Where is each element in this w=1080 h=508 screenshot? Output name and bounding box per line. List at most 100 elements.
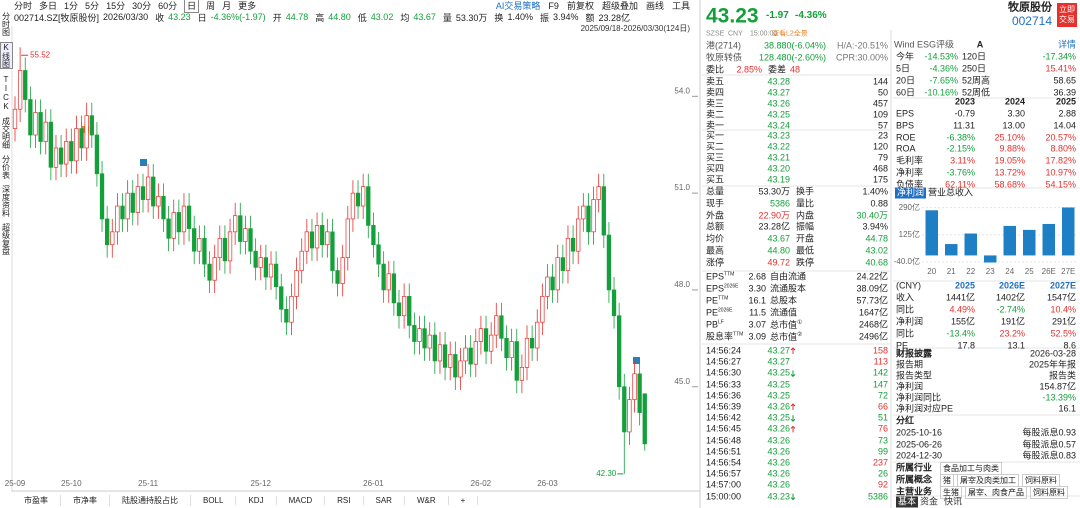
indicator-tab[interactable]: + bbox=[449, 495, 479, 505]
sidebar-tab[interactable]: 分时图 bbox=[1, 12, 11, 36]
candle-body bbox=[58, 147, 64, 165]
indicator-tab[interactable]: MACD bbox=[277, 495, 326, 505]
tag[interactable]: 饲料原料 bbox=[1030, 485, 1068, 499]
label: 卖五 bbox=[706, 76, 725, 87]
sidebar: 分时图 K线图 TICK 成交明细分价表深度资料超级复盘 bbox=[0, 12, 13, 255]
indicator-tab[interactable]: KDJ bbox=[236, 495, 277, 505]
label: 13.1 bbox=[1007, 340, 1025, 351]
label: 23 bbox=[877, 130, 888, 141]
bar bbox=[1062, 207, 1075, 256]
indicator-tab[interactable]: SAR bbox=[364, 495, 405, 505]
label: 43.25 bbox=[767, 390, 790, 401]
indicator-tab[interactable]: W&R bbox=[405, 495, 449, 505]
label: 跌停 bbox=[796, 257, 815, 268]
candle-body bbox=[17, 70, 23, 110]
tool-button[interactable]: AI交易策略 bbox=[495, 1, 541, 11]
label: 120日 bbox=[962, 51, 987, 62]
period-button[interactable]: 1分 bbox=[64, 1, 79, 11]
label: -13.4% bbox=[946, 328, 975, 339]
period-button[interactable]: 周 bbox=[206, 1, 216, 11]
candle-body bbox=[627, 399, 632, 433]
event-marker[interactable] bbox=[633, 357, 640, 364]
candle-body bbox=[611, 289, 617, 317]
x-tick-label: 23 bbox=[986, 267, 995, 276]
label: 43.26 bbox=[767, 446, 790, 457]
label: 5386 bbox=[867, 491, 888, 502]
period-button[interactable]: 月 bbox=[222, 1, 232, 11]
label: 3.30 bbox=[1007, 108, 1025, 119]
label: 5日 bbox=[896, 63, 911, 74]
sidebar-tab[interactable]: 深度资料 bbox=[1, 185, 11, 217]
candle-body bbox=[309, 231, 315, 249]
tool-button[interactable]: 超级叠加 bbox=[601, 1, 638, 11]
label: 所属行业 bbox=[896, 462, 933, 473]
label: 43.27 bbox=[767, 345, 790, 356]
label: 40.68 bbox=[865, 257, 888, 268]
candle-body bbox=[524, 337, 530, 368]
label: 17.8 bbox=[957, 340, 975, 351]
indicator-tabs: 市盈率 市净率 陆股通持股占比 BOLL KDJ MACD RSI SAR W&R + bbox=[12, 493, 479, 507]
sidebar-tab[interactable]: 成交明细 bbox=[1, 117, 11, 149]
tool-button[interactable]: 工具 bbox=[671, 1, 690, 11]
candle-body bbox=[99, 173, 105, 220]
indicator-tab[interactable]: RSI bbox=[325, 495, 364, 505]
label: 175 bbox=[872, 174, 888, 185]
label: 2025 bbox=[1055, 96, 1076, 107]
panel-tab[interactable]: 快讯 bbox=[944, 496, 963, 507]
label: 总量 bbox=[706, 186, 725, 197]
label: PE2026E bbox=[706, 307, 733, 318]
label: 191亿 bbox=[1000, 316, 1025, 327]
label: 43.26 bbox=[767, 98, 790, 109]
candle-body bbox=[504, 337, 509, 359]
candle-body bbox=[89, 115, 94, 136]
label: -10.16% bbox=[924, 87, 958, 98]
candle-body bbox=[273, 263, 279, 288]
label: 买五 bbox=[706, 174, 725, 185]
label: 自由流通 bbox=[770, 271, 807, 282]
field-label: 振 bbox=[539, 12, 549, 23]
period-button[interactable]: 更多 bbox=[238, 1, 257, 11]
event-marker[interactable] bbox=[140, 159, 147, 166]
period-button[interactable]: 15分 bbox=[106, 1, 126, 11]
label: -4.36% bbox=[929, 63, 958, 74]
trade-button[interactable]: 立即 交易 bbox=[1057, 3, 1077, 27]
button-text[interactable]: 立即 bbox=[1059, 5, 1075, 14]
x-tick-label: 26E bbox=[1042, 267, 1056, 276]
button-text[interactable]: 交易 bbox=[1059, 15, 1075, 24]
indicator-tab[interactable]: BOLL bbox=[191, 495, 237, 505]
tag[interactable]: 屠宰、肉食产品 bbox=[965, 485, 1027, 499]
sidebar-tab[interactable]: 超级复盘 bbox=[1, 223, 11, 255]
period-button[interactable]: 分时 bbox=[14, 1, 33, 11]
indicator-tab[interactable]: 市盈率 bbox=[12, 494, 61, 506]
period-button[interactable]: 日 bbox=[184, 0, 200, 13]
tool-button[interactable]: 画线 bbox=[645, 1, 664, 11]
tab[interactable]: 净利润 bbox=[895, 187, 927, 199]
label[interactable]: 详情 bbox=[1057, 39, 1076, 50]
sidebar-tab[interactable]: K线图 bbox=[0, 42, 13, 69]
tag-list: 食品加工与肉类 bbox=[940, 461, 1005, 475]
label: 4.49% bbox=[949, 304, 975, 315]
candle-body bbox=[596, 186, 601, 200]
candle-body bbox=[38, 112, 43, 142]
indicator-tab[interactable]: 市净率 bbox=[61, 494, 110, 506]
tag[interactable]: 生猪 bbox=[940, 485, 962, 499]
period-button[interactable]: 5分 bbox=[85, 1, 100, 11]
tool-button[interactable]: 前复权 bbox=[566, 1, 594, 11]
sidebar-tab[interactable]: TICK bbox=[1, 75, 11, 111]
label: 72 bbox=[877, 390, 888, 401]
panel-tab[interactable]: 基本 bbox=[896, 496, 919, 508]
panel-tab[interactable]: 资金 bbox=[920, 496, 939, 507]
label: CNY bbox=[728, 30, 743, 38]
label: 14:57:00 bbox=[706, 479, 742, 490]
tab[interactable]: 营业总收入 bbox=[928, 187, 974, 198]
bar bbox=[925, 210, 938, 256]
sidebar-tab[interactable]: 分价表 bbox=[1, 155, 11, 179]
period-button[interactable]: 60分 bbox=[158, 1, 178, 11]
tool-button[interactable]: F9 bbox=[548, 0, 559, 11]
change: -1.97 bbox=[766, 10, 789, 21]
link[interactable]: 查看L2全景 bbox=[772, 30, 808, 38]
period-button[interactable]: 多日 bbox=[39, 1, 58, 11]
period-button[interactable]: 30分 bbox=[132, 1, 152, 11]
label: 113 bbox=[873, 356, 888, 367]
indicator-tab[interactable]: 陆股通持股占比 bbox=[110, 494, 191, 506]
